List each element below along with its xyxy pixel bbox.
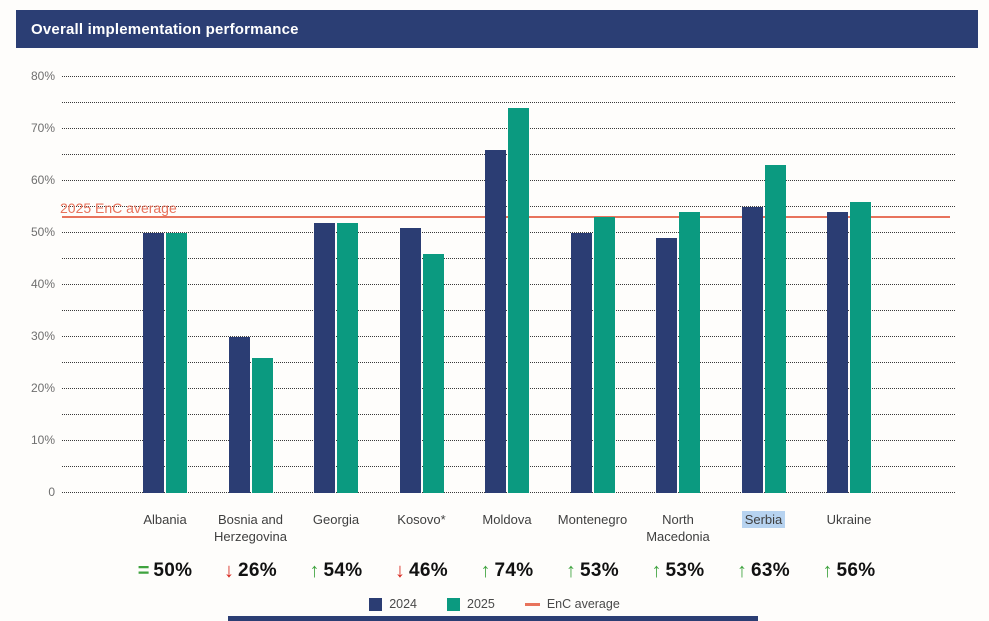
category-label-text[interactable]: Herzegovina [214, 529, 287, 544]
trend-down-icon: ↓ [224, 560, 235, 582]
category-label-text[interactable]: Georgia [312, 512, 360, 527]
category-label-kosovo[interactable]: Kosovo* [362, 511, 482, 528]
trend-value: 54% [323, 560, 363, 581]
category-label-moldova[interactable]: Moldova [447, 511, 567, 528]
category-label-bosnia-and-herzegovina[interactable]: Bosnia and Herzegovina [191, 511, 311, 545]
section-title-bar: Overall implementation performance [16, 10, 978, 48]
legend-label: 2025 [467, 597, 495, 611]
category-label-text[interactable]: Macedonia [646, 529, 710, 544]
trend-annotation-georgia: ↑ 54% [271, 560, 401, 582]
legend-swatch-2025 [447, 597, 461, 611]
trend-annotation-albania: = 50% [100, 560, 230, 582]
trend-up-icon: ↑ [822, 560, 833, 582]
y-axis-tick-label-50: 50% [30, 225, 55, 239]
legend-item-2025: 2025 [447, 597, 495, 611]
bar-2025-kosovo [422, 253, 444, 493]
gridline-80pct [62, 76, 955, 77]
trend-up-icon: ↑ [737, 560, 748, 582]
trend-annotation-bosnia-and-herzegovina: ↓ 26% [186, 560, 316, 582]
category-label-ukraine[interactable]: Ukraine [789, 511, 909, 528]
category-label-albania[interactable]: Albania [105, 511, 225, 528]
bar-2025-ukraine [850, 201, 871, 493]
category-label-text[interactable]: Ukraine [826, 512, 872, 527]
bar-2024-albania [143, 233, 164, 493]
bar-2024-georgia [314, 222, 335, 493]
legend-item-enc-average: EnC average [524, 597, 620, 611]
trend-annotation-ukraine: ↑ 56% [784, 560, 914, 582]
bar-2025-moldova [508, 108, 529, 493]
bar-2025-serbia [764, 165, 786, 493]
bar-2025-bosnia-and-herzegovina [251, 357, 273, 493]
trend-value: 56% [836, 560, 876, 581]
category-label-text[interactable]: Bosnia and [217, 512, 284, 527]
category-label-north-macedonia[interactable]: North Macedonia [618, 511, 738, 545]
trend-value: 53% [665, 560, 705, 581]
next-section-banner-partial [228, 616, 758, 621]
category-label-text[interactable]: Kosovo* [397, 512, 446, 527]
legend-swatch-2024 [369, 597, 383, 611]
chart-legend: 2024 2025 EnC average [0, 597, 989, 611]
trend-value: 74% [494, 560, 534, 581]
trend-annotation-north-macedonia: ↑ 53% [613, 560, 743, 582]
category-label-text[interactable]: Moldova [482, 512, 532, 527]
y-axis-tick-label-40: 40% [30, 277, 55, 291]
bar-2024-bosnia-and-herzegovina [228, 337, 250, 493]
trend-annotation-montenegro: ↑ 53% [528, 560, 658, 582]
bar-2024-north-macedonia [656, 238, 677, 493]
category-label-montenegro[interactable]: Montenegro [533, 511, 653, 528]
trend-down-icon: ↓ [395, 560, 406, 582]
y-axis-tick-label-80: 80% [30, 69, 55, 83]
section-title: Overall implementation performance [31, 20, 299, 38]
category-label-serbia[interactable]: Serbia [704, 511, 824, 528]
bar-2024-ukraine [827, 212, 848, 493]
category-label-text-selected[interactable]: Serbia [741, 511, 786, 528]
trend-up-icon: ↑ [480, 560, 491, 582]
bar-2025-montenegro [593, 217, 615, 493]
category-label-text[interactable]: Albania [143, 512, 187, 527]
y-axis-tick-label-70: 70% [30, 121, 55, 135]
trend-annotation-serbia: ↑ 63% [699, 560, 829, 582]
bar-2025-north-macedonia [679, 212, 700, 493]
trend-annotation-moldova: ↑ 74% [442, 560, 572, 582]
category-label-text[interactable]: Montenegro [557, 512, 628, 527]
legend-item-2024: 2024 [369, 597, 417, 611]
y-axis-tick-label-0: 0 [48, 485, 55, 499]
trend-value: 53% [580, 560, 619, 581]
trend-value: 46% [409, 560, 448, 581]
y-axis-tick-label-30: 30% [30, 329, 55, 343]
y-axis-tick-label-10: 10% [30, 433, 55, 447]
bar-2024-montenegro [570, 233, 592, 493]
enc-average-label: 2025 EnC average [60, 200, 177, 217]
bar-2025-albania [166, 233, 187, 493]
trend-equal-icon: = [137, 560, 150, 582]
trend-annotation-kosovo: ↓ 46% [357, 560, 487, 582]
bar-2024-moldova [485, 149, 506, 493]
legend-dash-enc-average [524, 602, 540, 606]
trend-up-icon: ↑ [651, 560, 662, 582]
legend-label: 2024 [389, 597, 418, 611]
trend-up-icon: ↑ [566, 560, 577, 582]
y-axis-tick-label-60: 60% [30, 173, 55, 187]
bar-2025-georgia [337, 222, 358, 493]
bar-2024-serbia [741, 207, 763, 493]
legend-label: EnC average [546, 597, 620, 611]
trend-up-icon: ↑ [309, 560, 320, 582]
enc-average-line [62, 216, 950, 219]
bar-2024-kosovo [399, 227, 421, 493]
y-axis-tick-label-20: 20% [30, 381, 55, 395]
trend-value: 63% [751, 560, 790, 581]
gridline-75pct [62, 102, 955, 103]
category-label-text[interactable]: North [662, 512, 694, 527]
category-label-georgia[interactable]: Georgia [276, 511, 396, 528]
trend-value: 50% [153, 560, 193, 581]
trend-value: 26% [238, 560, 277, 581]
